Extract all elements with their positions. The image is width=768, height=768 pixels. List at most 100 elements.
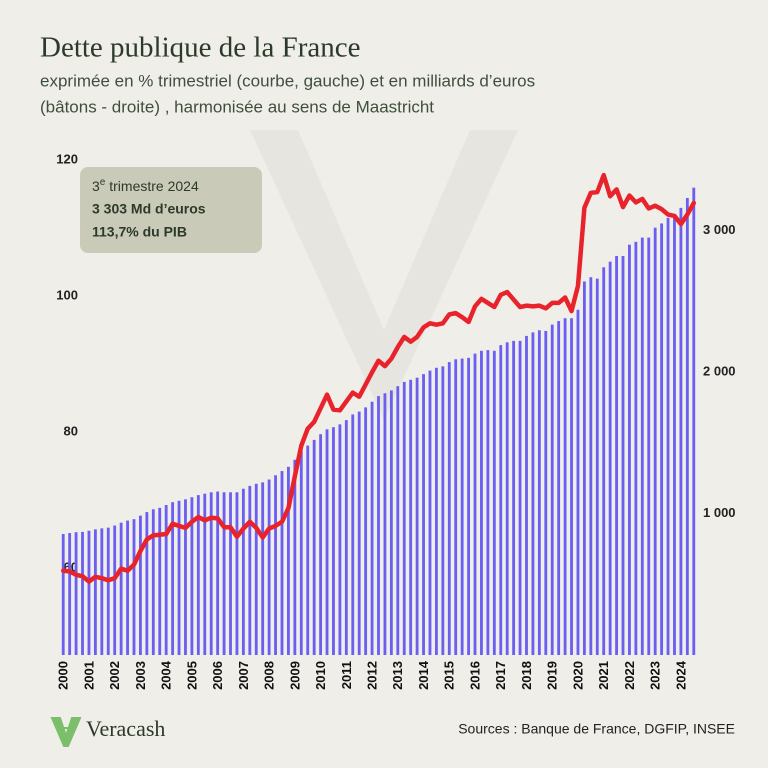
bar — [422, 374, 425, 655]
y-tick-label: 100 — [56, 288, 78, 303]
bar — [106, 527, 110, 655]
bar — [164, 505, 168, 655]
source: Sources : Banque de France, DGFIP, INSEE — [458, 721, 735, 737]
x-tick-label: 2006 — [210, 661, 225, 690]
bar — [287, 466, 290, 655]
x-tick-label: 2023 — [648, 661, 663, 690]
bar — [454, 359, 458, 655]
x-tick-label: 2017 — [493, 661, 508, 690]
bar — [113, 525, 117, 655]
bar — [100, 528, 104, 655]
bar — [267, 479, 271, 655]
bar — [364, 407, 368, 655]
bar — [325, 429, 329, 655]
x-tick-label: 2018 — [519, 661, 534, 690]
bar — [332, 427, 335, 655]
annotation-box — [80, 167, 262, 253]
bar — [653, 227, 657, 655]
bar — [280, 471, 284, 655]
bar — [415, 377, 419, 655]
bar — [158, 507, 162, 655]
bar — [209, 492, 213, 655]
bar — [203, 493, 207, 655]
bar — [216, 491, 220, 655]
chart-title: Dette publique de la France — [40, 32, 361, 64]
bar — [171, 502, 175, 655]
bar — [531, 332, 535, 655]
bar — [537, 330, 541, 655]
x-tick-label: 2014 — [416, 660, 431, 690]
bar — [396, 386, 400, 655]
x-tick-label: 2012 — [365, 661, 380, 690]
line — [60, 172, 697, 584]
annotation-text: trimestre 2024 — [105, 178, 199, 194]
watermark — [250, 130, 518, 420]
bar — [660, 223, 664, 656]
x-tick-label: 2000 — [56, 661, 71, 690]
bar — [87, 530, 91, 655]
bar — [306, 445, 310, 655]
bar — [685, 197, 689, 655]
y2-tick-label: 1 000 — [703, 505, 736, 520]
bar — [589, 277, 593, 655]
bar — [409, 379, 413, 655]
bar — [351, 414, 355, 655]
y2-tick-label: 2 000 — [703, 363, 736, 378]
bar — [621, 255, 625, 656]
bar — [389, 390, 393, 655]
x-tick-label: 2013 — [390, 661, 405, 690]
bar — [248, 485, 252, 655]
bar — [486, 350, 490, 655]
x-tick-label: 2001 — [81, 661, 96, 690]
bar — [434, 367, 438, 655]
bar — [261, 482, 265, 655]
bar — [576, 309, 580, 655]
bar — [467, 357, 470, 655]
bar — [132, 519, 136, 655]
bar — [544, 330, 548, 655]
bar — [640, 237, 644, 655]
bar — [145, 512, 149, 655]
x-tick-label: 2002 — [107, 661, 122, 690]
bar — [126, 520, 129, 655]
bar — [312, 439, 316, 655]
bar — [563, 318, 567, 655]
x-tick-label: 2007 — [236, 661, 251, 690]
bar — [492, 350, 496, 655]
x-tick-label: 2008 — [262, 661, 277, 690]
y2-tick-label: 3 000 — [703, 222, 736, 237]
bar — [222, 492, 226, 655]
bar — [81, 531, 84, 655]
bar — [229, 492, 232, 655]
x-tick-label: 2016 — [467, 661, 482, 690]
bar — [428, 370, 432, 655]
bar — [692, 187, 696, 655]
bar — [595, 278, 599, 655]
bar — [647, 237, 651, 655]
bar — [274, 475, 277, 655]
annotation-text: 3 303 Md d’euros — [92, 201, 206, 217]
bar — [582, 281, 586, 655]
bar — [377, 396, 380, 655]
bar — [177, 500, 181, 655]
brand-name: Veracash — [86, 716, 165, 741]
bar — [338, 424, 342, 655]
bar — [93, 529, 97, 655]
bar — [196, 495, 200, 655]
annotation: 3e trimestre 2024 3 303 Md d’euros 113,7… — [80, 167, 262, 253]
x-tick-label: 2015 — [442, 661, 457, 690]
bar — [370, 401, 374, 655]
bar — [570, 318, 573, 655]
bar — [602, 267, 606, 655]
bar — [344, 420, 348, 655]
x-tick-label: 2024 — [673, 660, 688, 690]
bar — [447, 362, 451, 655]
x-tick-label: 2009 — [287, 661, 302, 690]
bar — [151, 509, 155, 655]
bar — [480, 350, 483, 655]
x-tick-label: 2004 — [159, 660, 174, 690]
bar — [679, 207, 683, 655]
y-tick-label: 120 — [56, 152, 78, 167]
bar — [608, 261, 612, 655]
